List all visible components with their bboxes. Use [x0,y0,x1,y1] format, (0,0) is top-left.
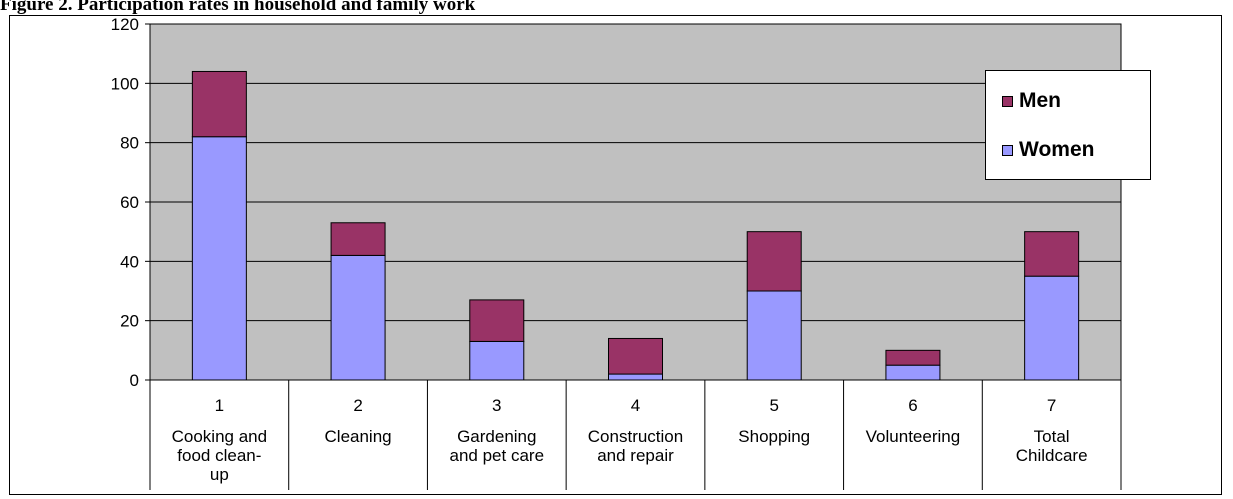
x-category-number: 4 [631,396,640,415]
bar-women [191,136,247,381]
bar-men [330,222,386,256]
gridlines [150,82,1121,322]
x-category-number: 3 [492,396,501,415]
bar-men [1024,231,1080,277]
bar-men [608,337,663,375]
bar-women [885,364,941,381]
bar-women [1024,275,1080,381]
y-tick-label: 100 [111,74,139,93]
bar-women [608,373,663,381]
bar-women [330,254,386,381]
x-category-label: Construction and repair [588,427,683,465]
y-tick-label: 20 [120,312,139,331]
bars [191,70,1080,381]
x-category-label: Total Childcare [1016,427,1088,465]
x-category-number: 6 [908,396,917,415]
x-category-label: Gardening and pet care [450,427,545,465]
legend-label-women: Women [1019,138,1095,161]
bar-men [191,70,247,138]
legend: Men Women [985,70,1151,180]
x-category-number: 2 [353,396,362,415]
x-category-number: 5 [769,396,778,415]
legend-item-men: Men [1002,88,1061,114]
bar-women [469,340,525,381]
figure-caption: Figure 2. Participation rates in househo… [0,0,476,15]
bar-men [746,231,802,292]
legend-swatch-men [1002,95,1013,107]
y-tick-label: 0 [130,371,139,390]
x-category-label: Shopping [738,427,810,446]
x-category-label: Cooking and food clean-up [172,427,267,484]
legend-label-men: Men [1019,89,1061,112]
x-category-label: Cleaning [325,427,392,446]
y-tick-label: 80 [120,134,139,153]
x-category-number: 7 [1047,396,1056,415]
bar-women [746,290,802,381]
legend-item-women: Women [1002,137,1094,163]
x-category-number: 1 [215,396,224,415]
bar-men [885,349,941,366]
legend-swatch-women [1002,144,1013,156]
y-axis: 0 20 40 60 80 100 120 [111,15,151,390]
bar-men [469,299,525,342]
y-tick-label: 60 [120,193,139,212]
y-tick-label: 120 [111,15,139,34]
x-category-label: Volunteering [866,427,961,446]
x-axis: 1 Cooking and food clean-up 2 Cleaning 3 Garde… [149,379,1122,490]
y-tick-label: 40 [120,252,139,271]
